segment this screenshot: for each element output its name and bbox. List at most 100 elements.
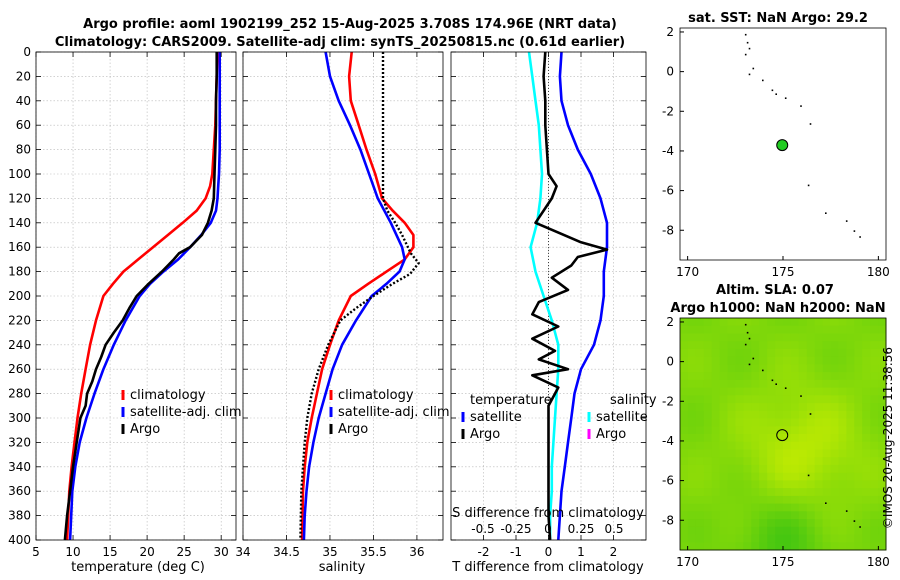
sla-cell — [711, 526, 721, 535]
sla-cell — [790, 341, 800, 350]
secondary-x-tick-label: -0.25 — [500, 522, 531, 536]
sla-cell — [751, 519, 760, 528]
sla-cell — [759, 356, 768, 365]
sla-cell — [727, 480, 736, 489]
sla-cell — [703, 325, 713, 334]
sla-cell — [806, 519, 816, 528]
sla-cell — [783, 325, 792, 334]
sla-cell — [862, 379, 871, 389]
sla-cell — [878, 426, 887, 435]
sla-cell — [687, 364, 697, 373]
sla-cell — [759, 495, 768, 505]
sla-cell — [798, 495, 808, 505]
sla-cell — [838, 503, 847, 512]
secondary-x-tick-label: 0.5 — [604, 522, 623, 536]
sla-cell — [767, 341, 776, 350]
salinity-xlabel: salinity — [319, 560, 366, 575]
sla-cell — [743, 418, 752, 427]
sla-cell — [687, 356, 697, 365]
sla-cell — [695, 356, 705, 365]
sla-cell — [854, 488, 863, 497]
sla-cell — [680, 395, 689, 404]
sla-cell — [687, 395, 697, 404]
sla-cell — [830, 434, 839, 443]
sla-cell — [767, 449, 776, 458]
y-tick-label: 240 — [8, 338, 31, 352]
sla-cell — [854, 503, 863, 512]
island-mark — [746, 41, 749, 44]
sla-cell — [846, 318, 855, 327]
legend-label: satellite-adj. clim — [338, 405, 450, 420]
y-tick-label: -4 — [662, 434, 674, 448]
sla-cell — [775, 348, 784, 358]
island-mark — [746, 331, 749, 334]
series-line-satellite-adj-clim — [302, 51, 407, 541]
legend-label: climatology — [130, 388, 206, 403]
sla-cell — [798, 441, 808, 450]
sla-cell — [695, 542, 705, 551]
island-mark — [845, 220, 848, 222]
sla-cell — [687, 379, 697, 389]
sla-cell — [727, 410, 736, 419]
sla-cell — [719, 534, 728, 543]
sla-cell — [735, 449, 744, 458]
sla-cell — [878, 441, 887, 450]
sla-cell — [719, 372, 728, 381]
sla-cell — [838, 325, 847, 334]
sla-cell — [790, 318, 800, 327]
sla-cell — [743, 333, 752, 342]
sla-cell — [830, 403, 839, 412]
sla-cell — [680, 333, 689, 342]
sla-cell — [743, 434, 752, 443]
sla-cell — [790, 480, 800, 489]
sla-cell — [759, 441, 768, 450]
sla-cell — [846, 526, 855, 535]
sla-cell — [703, 426, 713, 435]
sla-cell — [775, 464, 784, 474]
sla-cell — [680, 519, 689, 528]
sla-cell — [680, 542, 689, 551]
sla-cell — [862, 325, 871, 334]
sla-cell — [767, 542, 776, 551]
sla-cell — [727, 457, 736, 466]
sla-cell — [846, 372, 855, 381]
sla-cell — [878, 457, 887, 466]
sla-cell — [783, 387, 792, 396]
sla-cell — [814, 410, 824, 419]
sla-cell — [806, 426, 816, 435]
sla-cell — [775, 372, 784, 381]
sla-cell — [798, 379, 808, 389]
sla-cell — [806, 526, 816, 535]
sla-cell — [719, 364, 728, 373]
sla-cell — [862, 418, 871, 427]
sla-cell — [767, 488, 776, 497]
sla-cell — [711, 418, 721, 427]
sla-cell — [751, 464, 760, 474]
sla-cell — [695, 503, 705, 512]
sla-cell — [735, 341, 744, 350]
sla-cell — [814, 325, 824, 334]
sla-cell — [846, 534, 855, 543]
sla-cell — [798, 503, 808, 512]
sla-cell — [878, 434, 887, 443]
sla-cell — [743, 348, 752, 358]
sla-cell — [846, 403, 855, 412]
sla-cell — [814, 488, 824, 497]
sla-cell — [790, 542, 800, 551]
sla-cell — [822, 426, 831, 435]
sla-cell — [711, 379, 721, 389]
sla-cell — [798, 519, 808, 528]
sla-cell — [806, 542, 816, 551]
sla-cell — [814, 379, 824, 389]
sla-cell — [751, 348, 760, 358]
sla-cell — [854, 372, 863, 381]
y-tick-label: -4 — [662, 144, 674, 158]
sla-cell — [878, 364, 887, 373]
sla-cell — [695, 488, 705, 497]
sla-cell — [783, 356, 792, 365]
sla-cell — [680, 503, 689, 512]
sla-cell — [862, 410, 871, 419]
sla-cell — [830, 449, 839, 458]
sla-cell — [814, 472, 824, 481]
island-mark — [744, 53, 747, 56]
